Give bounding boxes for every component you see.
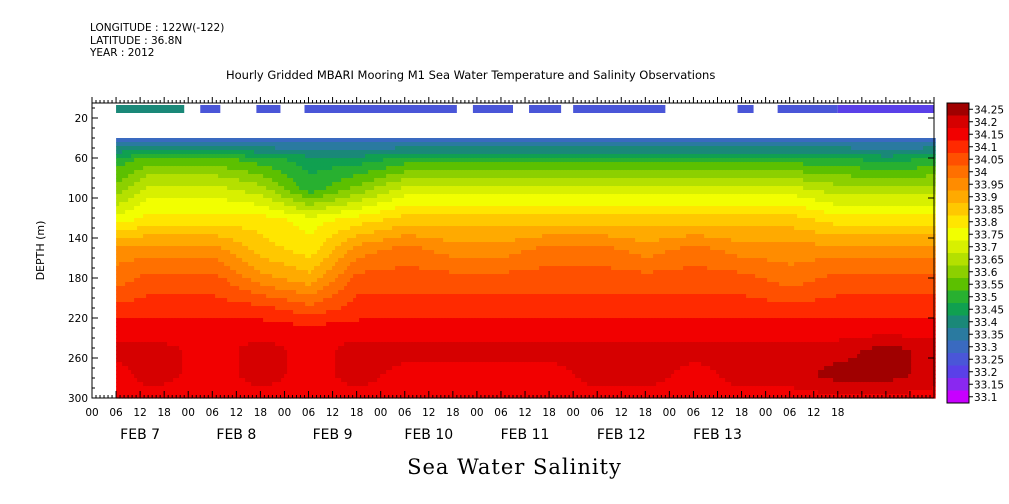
plot-area [116,138,936,399]
